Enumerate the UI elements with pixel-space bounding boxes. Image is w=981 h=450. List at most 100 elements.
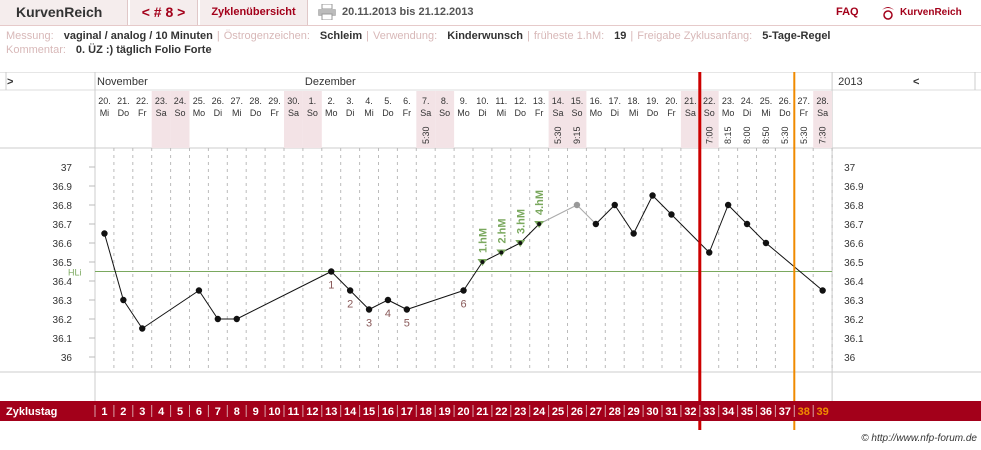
date-label: 5. <box>384 96 392 106</box>
time-label: 5:30 <box>799 126 809 144</box>
cycle-overview-link[interactable]: Zyklenübersicht <box>200 0 308 25</box>
date-label: 30. <box>287 96 300 106</box>
y-tick-label-left: 36 <box>61 353 73 364</box>
date-label: 3. <box>346 96 354 106</box>
nav-next-arrow: < <box>913 76 919 88</box>
date-label: 27. <box>797 96 810 106</box>
brand-title[interactable]: KurvenReich <box>0 0 128 25</box>
y-tick-label-right: 36.5 <box>844 258 864 269</box>
weekday-label: Do <box>779 108 791 118</box>
logo[interactable]: KurvenReich <box>880 0 980 25</box>
temperature-segment <box>368 299 389 310</box>
temperature-segment <box>330 271 351 291</box>
date-range: 20.11.2013 bis 21.12.2013 <box>342 6 474 18</box>
print-icon[interactable] <box>318 3 336 21</box>
temperature-point <box>328 268 335 275</box>
logo-icon <box>882 7 894 20</box>
weekday-label: So <box>439 108 450 118</box>
temperature-segment <box>652 195 672 215</box>
weekday-label: Sa <box>288 108 299 118</box>
weekday-label: Do <box>250 108 262 118</box>
date-label: 1. <box>309 96 317 106</box>
date-label: 15. <box>571 96 584 106</box>
cycle-day-number: 23 <box>514 406 526 418</box>
high-measurement-label: 4.hM <box>534 190 546 215</box>
high-measurement-label: 2.hM <box>496 218 508 243</box>
faq-link[interactable]: FAQ <box>836 6 859 18</box>
kommentar-label: Kommentar: <box>6 44 66 56</box>
time-label: 8:50 <box>761 126 771 144</box>
temperature-point <box>480 260 485 264</box>
temperature-point <box>499 250 504 255</box>
y-tick-label-left: 36.7 <box>53 220 73 231</box>
weekday-label: Mo <box>590 108 603 118</box>
weekday-label: Mi <box>232 108 242 118</box>
comment-row: Kommentar: 0. ÜZ :) täglich Folio Forte <box>6 44 212 56</box>
weekend-shade <box>548 91 568 148</box>
time-label: 5:30 <box>421 126 431 144</box>
messung-label: Messung: <box>6 30 54 42</box>
cycle-day-number: 15 <box>363 406 375 418</box>
temperature-segment <box>103 233 124 301</box>
cycle-day-number: 10 <box>268 406 280 418</box>
weekday-label: Mi <box>761 108 771 118</box>
cycle-day-number: 35 <box>741 406 753 418</box>
cycle-day-number: 3 <box>139 406 145 418</box>
cycle-day-number: 18 <box>420 406 432 418</box>
temperature-segment <box>595 204 616 225</box>
date-label: 23. <box>155 96 168 106</box>
month-label: Dezember <box>305 76 356 88</box>
weekday-label: Fr <box>535 108 544 118</box>
date-label: 2. <box>327 96 335 106</box>
cycle-day-number: 14 <box>344 406 357 418</box>
weekday-label: Di <box>611 108 620 118</box>
cycle-day-number: 33 <box>703 406 715 418</box>
y-tick-label-left: 36.8 <box>53 201 73 212</box>
month-label: November <box>97 76 148 88</box>
y-tick-label-right: 36.8 <box>844 201 864 212</box>
y-tick-label-right: 36.3 <box>844 296 864 307</box>
temperature-point <box>101 230 108 237</box>
temperature-segment <box>633 195 653 234</box>
temperature-point <box>592 220 600 228</box>
hm-value: 19 <box>614 30 627 42</box>
y-tick-label-left: 36.2 <box>53 315 73 326</box>
date-label: 21. <box>117 96 130 106</box>
temperature-point <box>139 325 146 332</box>
high-measurement-label: 1.hM <box>477 228 489 253</box>
cycle-day-number: 17 <box>401 406 413 418</box>
date-label: 6. <box>403 96 411 106</box>
weekday-label: Fr <box>800 108 809 118</box>
cycle-day-number: 28 <box>609 406 621 418</box>
temperature-segment <box>198 290 219 320</box>
date-label: 18. <box>627 96 640 106</box>
weekday-label: Fr <box>138 108 147 118</box>
y-tick-label-left: 36.1 <box>53 334 73 345</box>
y-tick-label-right: 36.6 <box>844 239 864 250</box>
temperature-point <box>611 201 618 209</box>
weekday-label: Mo <box>722 108 735 118</box>
date-label: 25. <box>193 96 206 106</box>
cycle-day-number: 4 <box>158 406 165 418</box>
date-label: 26. <box>779 96 792 106</box>
time-label: 8:15 <box>723 126 733 144</box>
weekday-label: Sa <box>817 108 828 118</box>
cycle-day-number: 25 <box>552 406 564 418</box>
cycle-day-number: 32 <box>684 406 696 418</box>
cycle-navigation[interactable]: < # 8 > <box>130 0 198 25</box>
chart-background <box>0 72 981 430</box>
temperature-point <box>346 287 354 294</box>
weekday-label: Do <box>647 108 659 118</box>
y-tick-label-right: 36.1 <box>844 334 864 345</box>
temperature-point <box>743 220 751 228</box>
cycle-day-number: 30 <box>646 406 658 418</box>
temperature-segment <box>463 261 483 291</box>
cycle-info-row: Messung: vaginal / analog / 10 Minuten | Ös… <box>6 30 831 42</box>
temperature-point <box>384 296 392 304</box>
weekday-label: Mi <box>497 108 507 118</box>
cycle-day-number: 21 <box>476 406 488 418</box>
kommentar-value: 0. ÜZ :) täglich Folio Forte <box>75 44 212 56</box>
date-label: 25. <box>760 96 773 106</box>
temperature-point <box>460 287 467 294</box>
